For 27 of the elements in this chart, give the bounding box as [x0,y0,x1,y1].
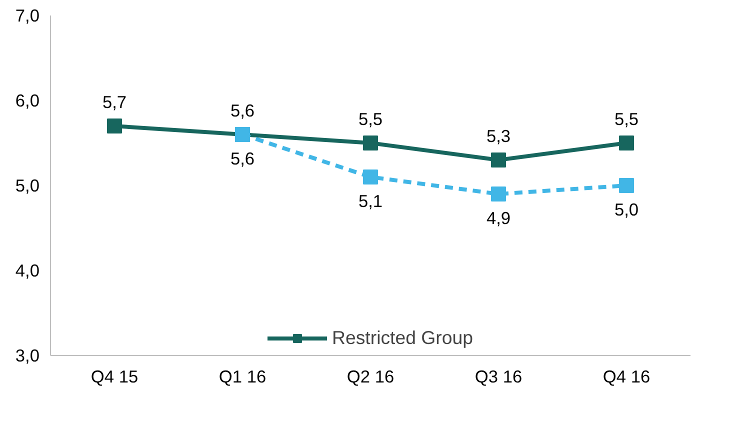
data-label: 5,7 [102,92,127,112]
y-tick-label: 4,0 [15,260,40,280]
point [107,118,122,134]
data-label: 5,5 [614,109,639,129]
data-label: 5,1 [358,191,383,211]
data-label: 4,9 [486,208,511,228]
y-tick-label: 7,0 [15,6,40,26]
point [363,170,378,184]
point [619,136,634,150]
x-tick-label: Q1 16 [218,366,266,386]
point [619,178,634,193]
legend-label: Restricted Group [332,327,474,349]
point [363,136,378,150]
data-label: 5,5 [358,109,383,129]
point [491,186,506,202]
y-tick-label: 3,0 [15,346,40,366]
data-label: 5,6 [230,100,255,120]
data-label: 5,0 [614,200,639,220]
x-tick-label: Q3 16 [474,366,522,386]
x-tick-label: Q4 15 [90,366,138,386]
y-tick-label: 5,0 [15,176,40,196]
point [491,152,506,168]
x-tick-label: Q2 16 [346,366,394,386]
x-tick-label: Q4 16 [602,366,650,386]
y-tick-label: 6,0 [15,90,40,110]
data-label: 5,6 [230,148,255,168]
data-label: 5,3 [486,126,511,146]
